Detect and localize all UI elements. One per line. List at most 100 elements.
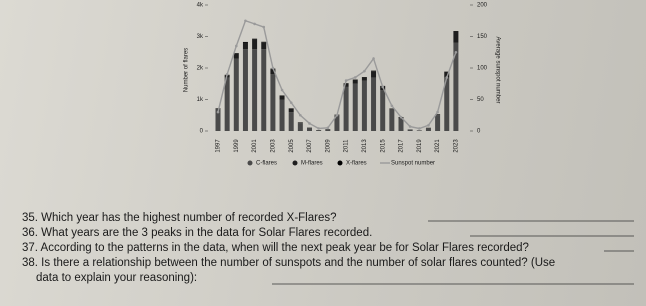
answer-lines <box>272 220 634 285</box>
bar <box>371 71 377 78</box>
bar <box>215 108 221 109</box>
y2-tick-label: 0 <box>477 129 481 135</box>
bar <box>270 69 276 75</box>
x-tick-label: 2003 <box>270 139 276 153</box>
bar <box>444 71 450 78</box>
bar <box>435 115 441 131</box>
legend-swatch <box>292 160 298 166</box>
sunspot-point <box>344 79 348 82</box>
x-tick-label: 2019 <box>417 139 423 153</box>
y2-tick-label: 200 <box>477 3 488 9</box>
question-text: data to explain your reasoning): <box>36 272 197 284</box>
y-tick-label: 0 <box>200 129 204 135</box>
bar <box>425 127 431 131</box>
question-text: 35. Which year has the highest number of… <box>22 212 337 224</box>
bar <box>307 127 312 131</box>
bar <box>352 79 358 84</box>
x-tick-label: 2013 <box>362 139 368 153</box>
sunspot-point <box>216 110 220 114</box>
legend-label: Sunspot number <box>391 161 435 167</box>
sunspot-point <box>225 73 229 76</box>
x-tick-label: 2007 <box>307 139 313 153</box>
sunspot-point <box>235 44 238 48</box>
y-tick-label: 1k <box>197 97 204 103</box>
bar <box>252 49 258 131</box>
bar <box>325 129 331 131</box>
y2-tick-label: 150 <box>477 34 488 40</box>
sunspot-point <box>353 76 357 79</box>
bar <box>288 108 294 113</box>
bar <box>288 108 294 109</box>
bar <box>389 108 395 131</box>
bar <box>334 115 340 131</box>
sunspot-point <box>372 57 375 60</box>
bar <box>233 58 239 131</box>
bar <box>453 31 459 43</box>
bar <box>316 130 322 131</box>
x-tick-label: 2017 <box>399 139 405 153</box>
sunspot-point <box>445 76 449 79</box>
sunspot-point <box>427 124 430 127</box>
question-text: 37. According to the patterns in the dat… <box>22 242 529 254</box>
bar <box>435 114 441 116</box>
bar <box>252 38 258 40</box>
bar <box>242 41 248 43</box>
x-tick-label: 2005 <box>289 139 295 153</box>
question-text: 38. Is there a relationship between the … <box>22 257 555 269</box>
bar <box>215 108 221 131</box>
bar <box>297 123 303 131</box>
bar <box>389 108 395 109</box>
sunspot-point <box>317 127 320 130</box>
bar <box>270 74 276 131</box>
bar <box>242 49 248 131</box>
sunspot-point <box>436 110 439 114</box>
sunspot-point <box>299 113 302 117</box>
legend-swatch <box>337 160 343 166</box>
bar <box>380 90 386 131</box>
bar <box>261 49 267 131</box>
y2-axis-title: Average sunspot number <box>494 37 500 104</box>
bar <box>352 83 358 131</box>
y-tick-label: 4k <box>197 3 204 9</box>
sunspot-point <box>363 69 366 73</box>
bar <box>444 77 450 131</box>
bar <box>398 118 404 131</box>
x-tick-label: 2011 <box>344 139 350 153</box>
x-tick-label: 2023 <box>453 139 459 153</box>
x-tick-label: 1997 <box>216 139 222 153</box>
bar <box>453 42 459 131</box>
sunspot-point <box>262 25 266 29</box>
bar <box>407 129 413 131</box>
sunspot-point <box>289 101 293 104</box>
x-tick-label: 2015 <box>380 139 386 153</box>
sunspot-point <box>390 104 394 108</box>
bar <box>343 83 349 87</box>
legend-label: X-flares <box>346 161 367 167</box>
bar <box>416 130 422 131</box>
legend-label: C-flares <box>256 161 277 167</box>
x-tick-label: 1999 <box>234 139 240 153</box>
y-tick-label: 2k <box>197 66 204 72</box>
bar <box>233 53 239 59</box>
x-tick-label: 2009 <box>325 139 331 153</box>
bar <box>279 95 285 100</box>
bar <box>343 86 349 131</box>
sunspot-point <box>381 85 385 89</box>
bar <box>288 112 294 131</box>
bar <box>279 99 285 131</box>
x-tick-label: 2021 <box>435 139 441 153</box>
bar <box>224 77 230 131</box>
sunspot-point <box>399 115 403 119</box>
sunspot-point <box>454 50 458 54</box>
sunspot-point <box>408 125 412 128</box>
bar <box>297 122 303 124</box>
question-text: 36. What years are the 3 peaks in the da… <box>22 227 372 239</box>
sunspot-point <box>253 22 256 26</box>
legend-swatch <box>247 160 253 166</box>
bar <box>242 42 248 50</box>
sunspot-point <box>280 88 284 92</box>
x-tick-label: 2001 <box>252 139 258 153</box>
sunspot-point <box>326 126 330 130</box>
sunspot-point <box>308 122 311 125</box>
